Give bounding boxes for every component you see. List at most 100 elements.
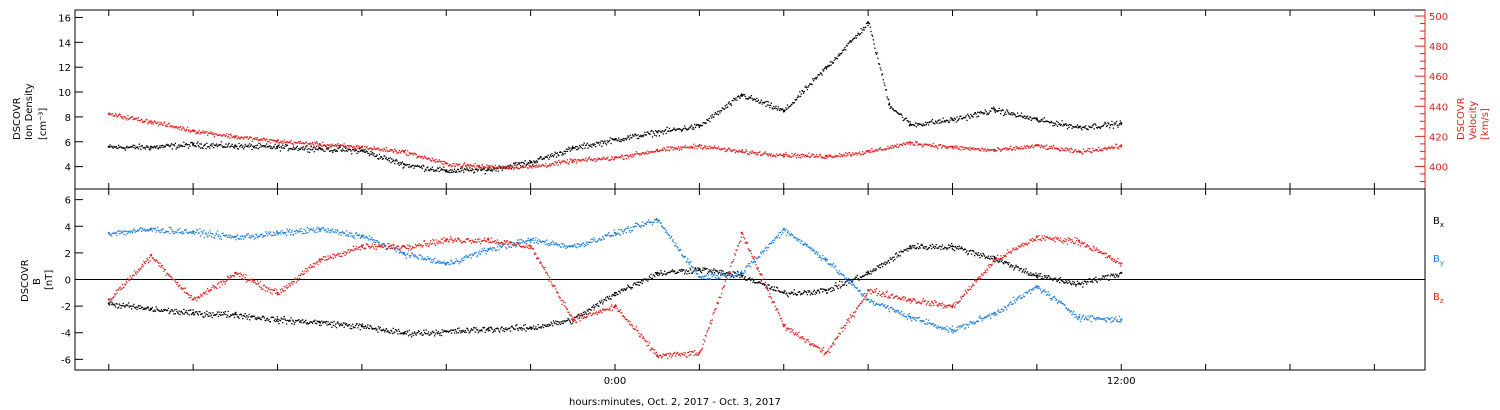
data-sample [696, 273, 698, 275]
data-sample [456, 163, 458, 165]
data-sample [417, 156, 419, 158]
data-sample [565, 245, 568, 247]
data-sample [963, 116, 965, 119]
data-sample [881, 73, 884, 75]
data-sample [264, 234, 266, 237]
data-sample [737, 270, 739, 273]
data-sample [262, 315, 265, 318]
data-sample [534, 165, 536, 167]
data-sample [233, 137, 236, 139]
data-sample [315, 228, 318, 230]
data-sample [773, 107, 776, 109]
data-sample [764, 247, 766, 249]
data-sample [1014, 266, 1016, 268]
data-sample [1054, 277, 1056, 279]
data-sample [261, 234, 263, 236]
data-sample [213, 237, 216, 239]
data-sample [928, 121, 930, 124]
data-sample [901, 114, 903, 116]
data-sample [954, 249, 956, 252]
data-sample [872, 270, 874, 272]
data-sample [704, 122, 706, 124]
data-sample [305, 145, 308, 147]
data-sample [318, 324, 321, 326]
data-sample [1012, 148, 1014, 150]
data-sample [158, 123, 160, 125]
data-sample [582, 148, 584, 150]
data-sample [319, 148, 321, 150]
data-sample [371, 328, 374, 330]
data-sample [793, 293, 795, 296]
data-sample [454, 328, 456, 331]
data-sample [709, 278, 711, 280]
data-sample [422, 258, 424, 260]
data-sample [252, 235, 254, 237]
data-sample [180, 310, 183, 312]
data-sample [770, 153, 772, 155]
data-sample [396, 152, 398, 154]
data-sample [496, 167, 499, 169]
data-sample [864, 274, 866, 276]
data-sample [843, 153, 845, 156]
data-sample [452, 329, 454, 331]
data-sample [615, 292, 618, 294]
data-sample [888, 102, 891, 104]
data-sample [504, 328, 506, 330]
data-sample [519, 239, 521, 241]
data-sample [640, 282, 642, 284]
data-sample [193, 142, 195, 144]
data-sample [331, 326, 333, 328]
data-sample [767, 247, 769, 249]
data-sample [572, 159, 575, 161]
data-sample [647, 221, 649, 223]
data-sample [941, 244, 944, 246]
data-sample [646, 221, 648, 223]
data-sample [804, 86, 806, 88]
data-sample [742, 273, 744, 275]
data-sample [289, 141, 291, 143]
data-sample [631, 230, 633, 232]
data-sample [176, 231, 178, 234]
data-sample [634, 282, 636, 284]
data-sample [753, 259, 756, 261]
data-sample [957, 148, 960, 150]
data-sample [631, 229, 634, 232]
data-sample [224, 146, 226, 148]
data-sample [680, 146, 682, 148]
data-sample [1082, 148, 1085, 150]
data-sample [836, 155, 838, 157]
data-sample [374, 242, 377, 244]
data-sample [413, 167, 415, 169]
data-sample [1042, 145, 1044, 147]
data-sample [723, 108, 726, 110]
data-sample [197, 229, 199, 231]
data-sample [880, 148, 882, 150]
data-sample [397, 328, 400, 331]
data-sample [115, 114, 117, 116]
data-sample [378, 153, 381, 155]
data-sample [731, 99, 733, 102]
data-sample [119, 146, 121, 148]
data-sample [718, 110, 720, 112]
data-sample [806, 155, 808, 158]
data-sample [756, 152, 758, 154]
data-sample [935, 121, 937, 123]
data-sample [242, 136, 244, 139]
data-sample [524, 160, 526, 162]
data-sample [1110, 124, 1112, 126]
data-sample [165, 125, 167, 128]
data-sample [227, 236, 229, 238]
data-sample [371, 327, 373, 329]
data-sample [215, 145, 217, 147]
data-sample [620, 141, 622, 143]
data-sample [554, 151, 556, 153]
data-sample [527, 161, 529, 164]
data-sample [544, 240, 546, 242]
data-sample [779, 291, 782, 293]
data-sample [940, 122, 942, 124]
data-sample [641, 136, 643, 138]
data-sample [974, 112, 976, 114]
data-sample [467, 328, 469, 330]
data-sample [156, 145, 158, 147]
data-sample [649, 133, 651, 135]
